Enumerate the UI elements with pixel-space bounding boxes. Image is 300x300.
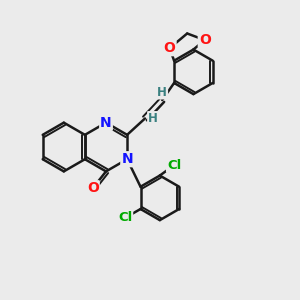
Text: Cl: Cl <box>167 159 181 172</box>
Text: O: O <box>164 41 176 55</box>
Text: N: N <box>121 152 133 166</box>
Text: Cl: Cl <box>118 212 132 224</box>
Text: H: H <box>157 85 167 98</box>
Text: H: H <box>148 112 158 125</box>
Text: N: N <box>100 116 112 130</box>
Text: O: O <box>87 181 99 195</box>
Text: O: O <box>199 33 211 47</box>
